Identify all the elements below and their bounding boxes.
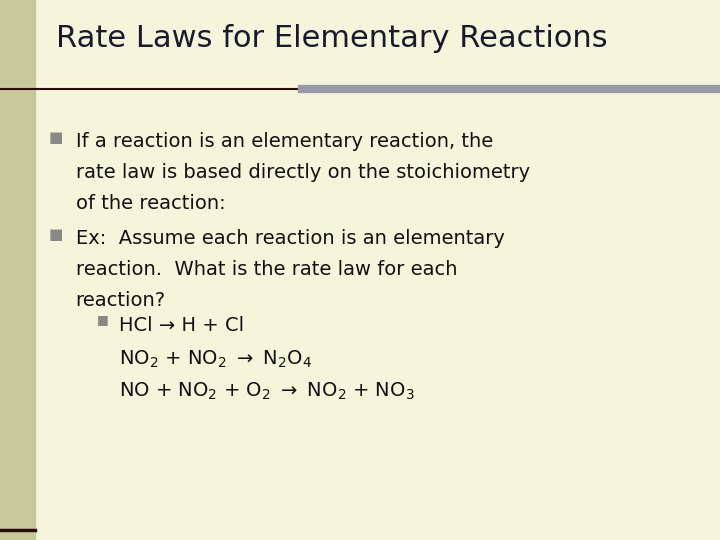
Text: Rate Laws for Elementary Reactions: Rate Laws for Elementary Reactions [56, 24, 608, 53]
Text: NO + NO$_2$ + O$_2$ $\rightarrow$ NO$_2$ + NO$_3$: NO + NO$_2$ + O$_2$ $\rightarrow$ NO$_2$… [119, 381, 415, 402]
Text: reaction?: reaction? [76, 291, 166, 310]
Text: rate law is based directly on the stoichiometry: rate law is based directly on the stoich… [76, 163, 530, 182]
Text: ■: ■ [49, 130, 63, 145]
Text: NO$_2$ + NO$_2$ $\rightarrow$ N$_2$O$_4$: NO$_2$ + NO$_2$ $\rightarrow$ N$_2$O$_4$ [119, 348, 312, 369]
Text: ■: ■ [97, 313, 109, 326]
Text: ■: ■ [49, 227, 63, 242]
Text: reaction.  What is the rate law for each: reaction. What is the rate law for each [76, 260, 457, 279]
Text: of the reaction:: of the reaction: [76, 194, 225, 213]
Text: HCl → H + Cl: HCl → H + Cl [119, 316, 244, 335]
Text: If a reaction is an elementary reaction, the: If a reaction is an elementary reaction,… [76, 132, 493, 151]
Bar [0, 0, 35, 540]
Text: Ex:  Assume each reaction is an elementary: Ex: Assume each reaction is an elementar… [76, 230, 505, 248]
